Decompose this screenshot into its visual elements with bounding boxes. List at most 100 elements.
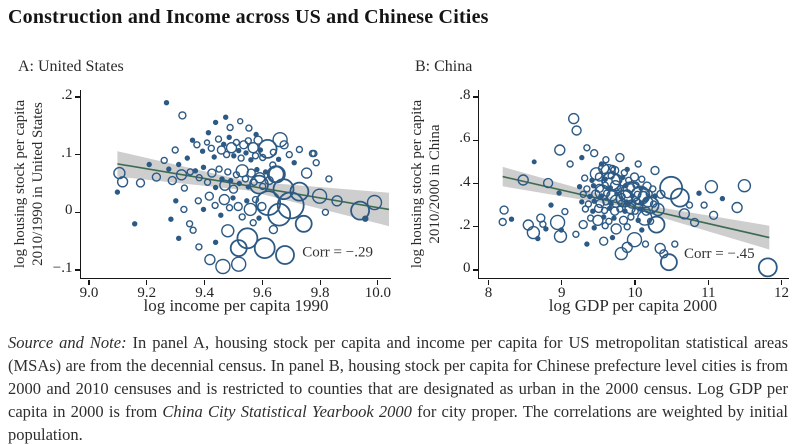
scatter-point [114, 189, 121, 195]
scatter-point [639, 227, 645, 233]
scatter-point [195, 243, 203, 251]
scatter-point [238, 140, 249, 150]
scatter-point [321, 208, 330, 217]
x-tick-label: 9 [558, 285, 566, 301]
scatter-point [236, 118, 244, 125]
scatter-point [180, 205, 188, 214]
scatter-point [566, 160, 574, 168]
scatter-point [700, 201, 708, 209]
scatter-point [659, 249, 669, 259]
scatter-point [258, 182, 267, 191]
scatter-point [647, 215, 666, 234]
x-tick-label: 10.0 [364, 285, 392, 301]
y-tick [74, 96, 80, 98]
scatter-point [719, 195, 726, 202]
scatter-point [279, 140, 289, 150]
x-tick-label: 9.0 [79, 285, 99, 301]
scatter-point [248, 157, 254, 163]
x-tick [261, 279, 263, 285]
scatter-point [704, 179, 719, 194]
scatter-point [189, 137, 196, 143]
scatter-point [189, 226, 197, 234]
panel-b-plot-area: Corr = −.45 [478, 90, 789, 279]
scatter-point [168, 216, 174, 222]
scatter-point [571, 125, 582, 136]
scatter-point [615, 189, 634, 208]
scatter-point [215, 165, 223, 173]
panel-a-plot-area: Corr = −.29 [80, 90, 391, 279]
x-tick-label: 9.8 [310, 285, 330, 301]
scatter-point [178, 111, 187, 120]
scatter-point [626, 231, 643, 248]
scatter-point [567, 112, 580, 125]
scatter-point [200, 206, 207, 213]
y-tick [74, 211, 80, 213]
scatter-point [685, 201, 694, 209]
scatter-point [175, 161, 182, 168]
scatter-point [275, 245, 295, 265]
scatter-point [237, 154, 245, 162]
scatter-point [184, 155, 191, 161]
panel-a-label: A: United States [18, 58, 124, 75]
scatter-point [241, 175, 250, 183]
scatter-point [267, 202, 292, 227]
scatter-point [627, 213, 635, 221]
scatter-point [205, 130, 212, 136]
scatter-point [235, 147, 242, 154]
scatter-point [204, 191, 215, 201]
scatter-point [289, 181, 310, 202]
scatter-point [146, 161, 152, 168]
panel-a-y-axis-label-line1: log housing stock per capita [12, 99, 28, 269]
y-tick-label: .4 [459, 173, 471, 190]
scatter-point [583, 144, 591, 152]
x-tick-label: 12 [774, 285, 789, 301]
scatter-point [641, 240, 650, 248]
panel-b-label: B: China [415, 58, 473, 75]
scatter-point [312, 158, 320, 167]
scatter-point [498, 217, 507, 227]
scatter-point [230, 256, 247, 272]
scatter-point [669, 187, 690, 208]
scatter-point [236, 180, 243, 187]
scatter-point [649, 185, 657, 193]
x-tick [561, 279, 563, 285]
scatter-point [300, 167, 313, 179]
scatter-point [167, 175, 178, 186]
scatter-point [230, 195, 236, 201]
scatter-point [256, 215, 262, 221]
scatter-point [194, 197, 203, 205]
note-italic-segment: Source and Note: [8, 333, 133, 352]
scatter-point [650, 165, 660, 176]
scatter-point [225, 142, 238, 154]
y-tick [472, 269, 478, 271]
scatter-point [678, 208, 691, 220]
x-tick [377, 279, 379, 285]
scatter-point [225, 203, 234, 212]
scatter-point [579, 199, 585, 205]
y-tick-label: .8 [459, 87, 471, 103]
panel-b-scatter-chart: Corr = −.45 [498, 112, 778, 278]
scatter-point [601, 221, 609, 230]
scatter-point [579, 154, 585, 161]
scatter-point [696, 190, 702, 196]
y-tick-label: −.1 [52, 260, 73, 276]
scatter-point [214, 135, 223, 143]
y-tick-label: 0 [463, 260, 471, 276]
x-tick [780, 279, 783, 285]
correlation-label: Corr = −.29 [302, 245, 373, 261]
scatter-point [597, 162, 610, 175]
scatter-point [212, 184, 219, 191]
scatter-point [531, 159, 537, 165]
scatter-point [610, 223, 622, 235]
correlation-label: Corr = −.45 [684, 246, 755, 262]
scatter-point [226, 123, 234, 132]
scatter-point [222, 150, 231, 159]
scatter-point [116, 176, 129, 188]
scatter-point [199, 148, 206, 154]
y-tick-label: .1 [61, 144, 73, 161]
scatter-point [135, 178, 146, 188]
scatter-point [285, 150, 294, 159]
scatter-point [254, 166, 260, 173]
scatter-point [600, 163, 616, 180]
panel-a-scatter-chart: Corr = −.29 [113, 99, 390, 275]
